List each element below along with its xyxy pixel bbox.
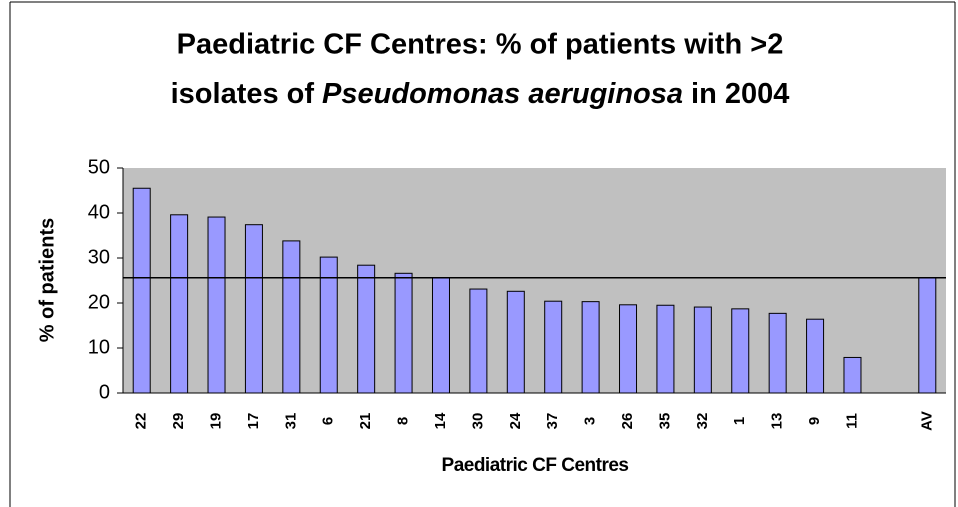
x-tick-label: 13 — [769, 413, 786, 430]
title-part: in 2004 — [691, 78, 789, 110]
bar — [506, 290, 525, 394]
bar — [282, 240, 301, 394]
y-tick-label: 40 — [88, 201, 110, 223]
title-part: isolates of — [171, 78, 315, 110]
x-tick-label: 30 — [469, 413, 486, 430]
x-tick-label: 17 — [245, 413, 262, 430]
x-tick-label: 21 — [357, 413, 374, 430]
bar — [207, 216, 226, 394]
bar — [843, 356, 862, 394]
x-tick-label: 26 — [619, 413, 636, 430]
bar — [431, 277, 450, 394]
x-tick-label: 6 — [320, 417, 337, 425]
x-tick-label: 19 — [207, 413, 224, 430]
x-tick-label: 8 — [395, 417, 412, 425]
bar — [170, 214, 189, 394]
bar — [394, 272, 413, 394]
bar — [806, 318, 825, 394]
x-tick-label: 32 — [694, 413, 711, 430]
x-tick-label: 11 — [843, 413, 860, 429]
x-tick-label: AV — [918, 411, 935, 431]
x-tick-label: 9 — [806, 417, 823, 425]
bar — [581, 301, 600, 394]
x-tick-label: 14 — [432, 412, 449, 429]
bar — [544, 300, 563, 394]
x-tick-label: 35 — [656, 413, 673, 430]
y-tick-label: 30 — [88, 246, 110, 268]
y-tick-label: 10 — [88, 336, 110, 358]
x-tick-label: 1 — [731, 417, 748, 425]
chart-title: isolates of Pseudomonas aeruginosa in 2004 — [171, 78, 790, 110]
y-axis-label: % of patients — [36, 218, 58, 342]
x-tick-label: 29 — [170, 413, 187, 430]
y-tick-label: 0 — [99, 381, 110, 403]
x-tick-label: 22 — [133, 413, 150, 430]
bar — [619, 304, 638, 394]
x-tick-label: 24 — [507, 412, 524, 429]
bar — [656, 304, 675, 394]
bar — [244, 224, 263, 394]
chart-title: Paediatric CF Centres: % of patients wit… — [177, 29, 784, 61]
x-tick-label: 31 — [282, 413, 299, 430]
bar — [132, 187, 151, 394]
y-tick-label: 50 — [88, 156, 110, 178]
x-axis-label: Paediatric CF Centres — [442, 455, 629, 476]
bar — [357, 264, 376, 394]
title-part: Pseudomonas aeruginosa — [322, 78, 683, 110]
bar — [768, 312, 787, 394]
bar — [918, 277, 937, 394]
bar — [731, 308, 750, 394]
bar — [469, 288, 488, 394]
x-tick-label: 3 — [582, 417, 599, 425]
y-tick-label: 20 — [88, 291, 110, 313]
bar — [693, 306, 712, 394]
x-tick-label: 37 — [544, 413, 561, 430]
